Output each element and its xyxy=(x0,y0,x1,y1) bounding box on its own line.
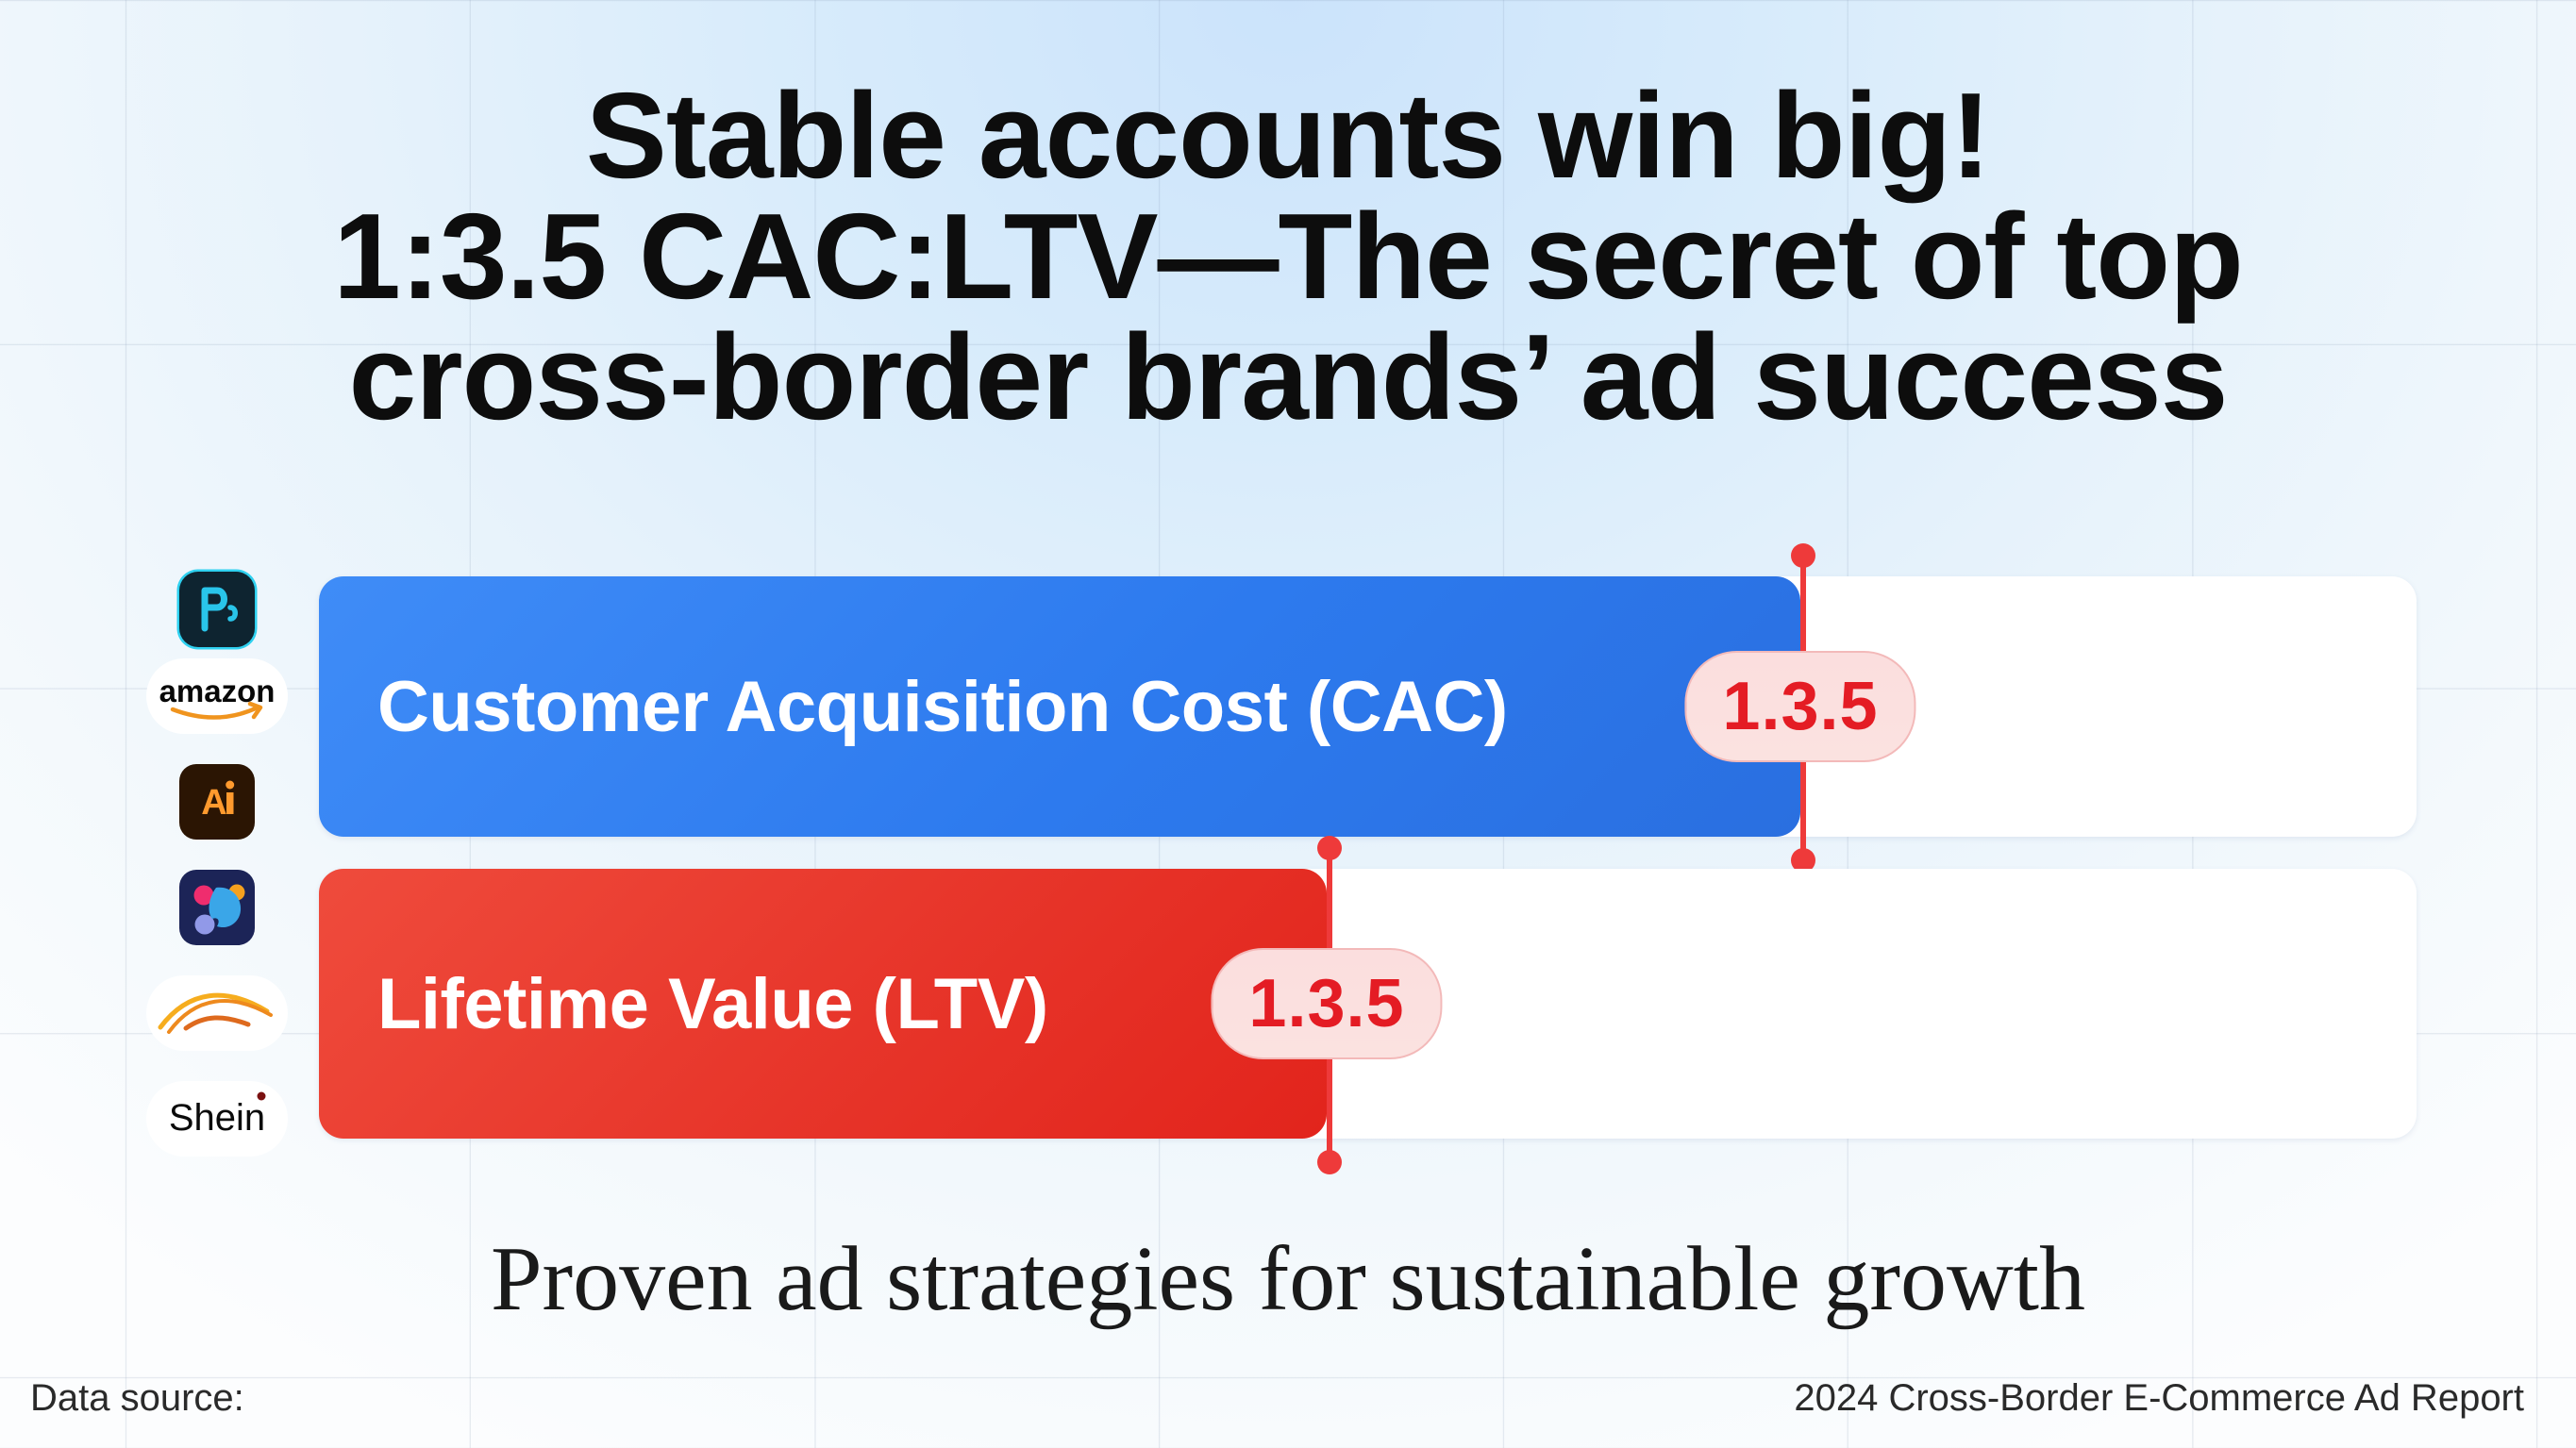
svg-text:amazon: amazon xyxy=(159,674,276,708)
svg-text:A: A xyxy=(201,783,226,823)
svg-text:Shein: Shein xyxy=(169,1097,265,1139)
